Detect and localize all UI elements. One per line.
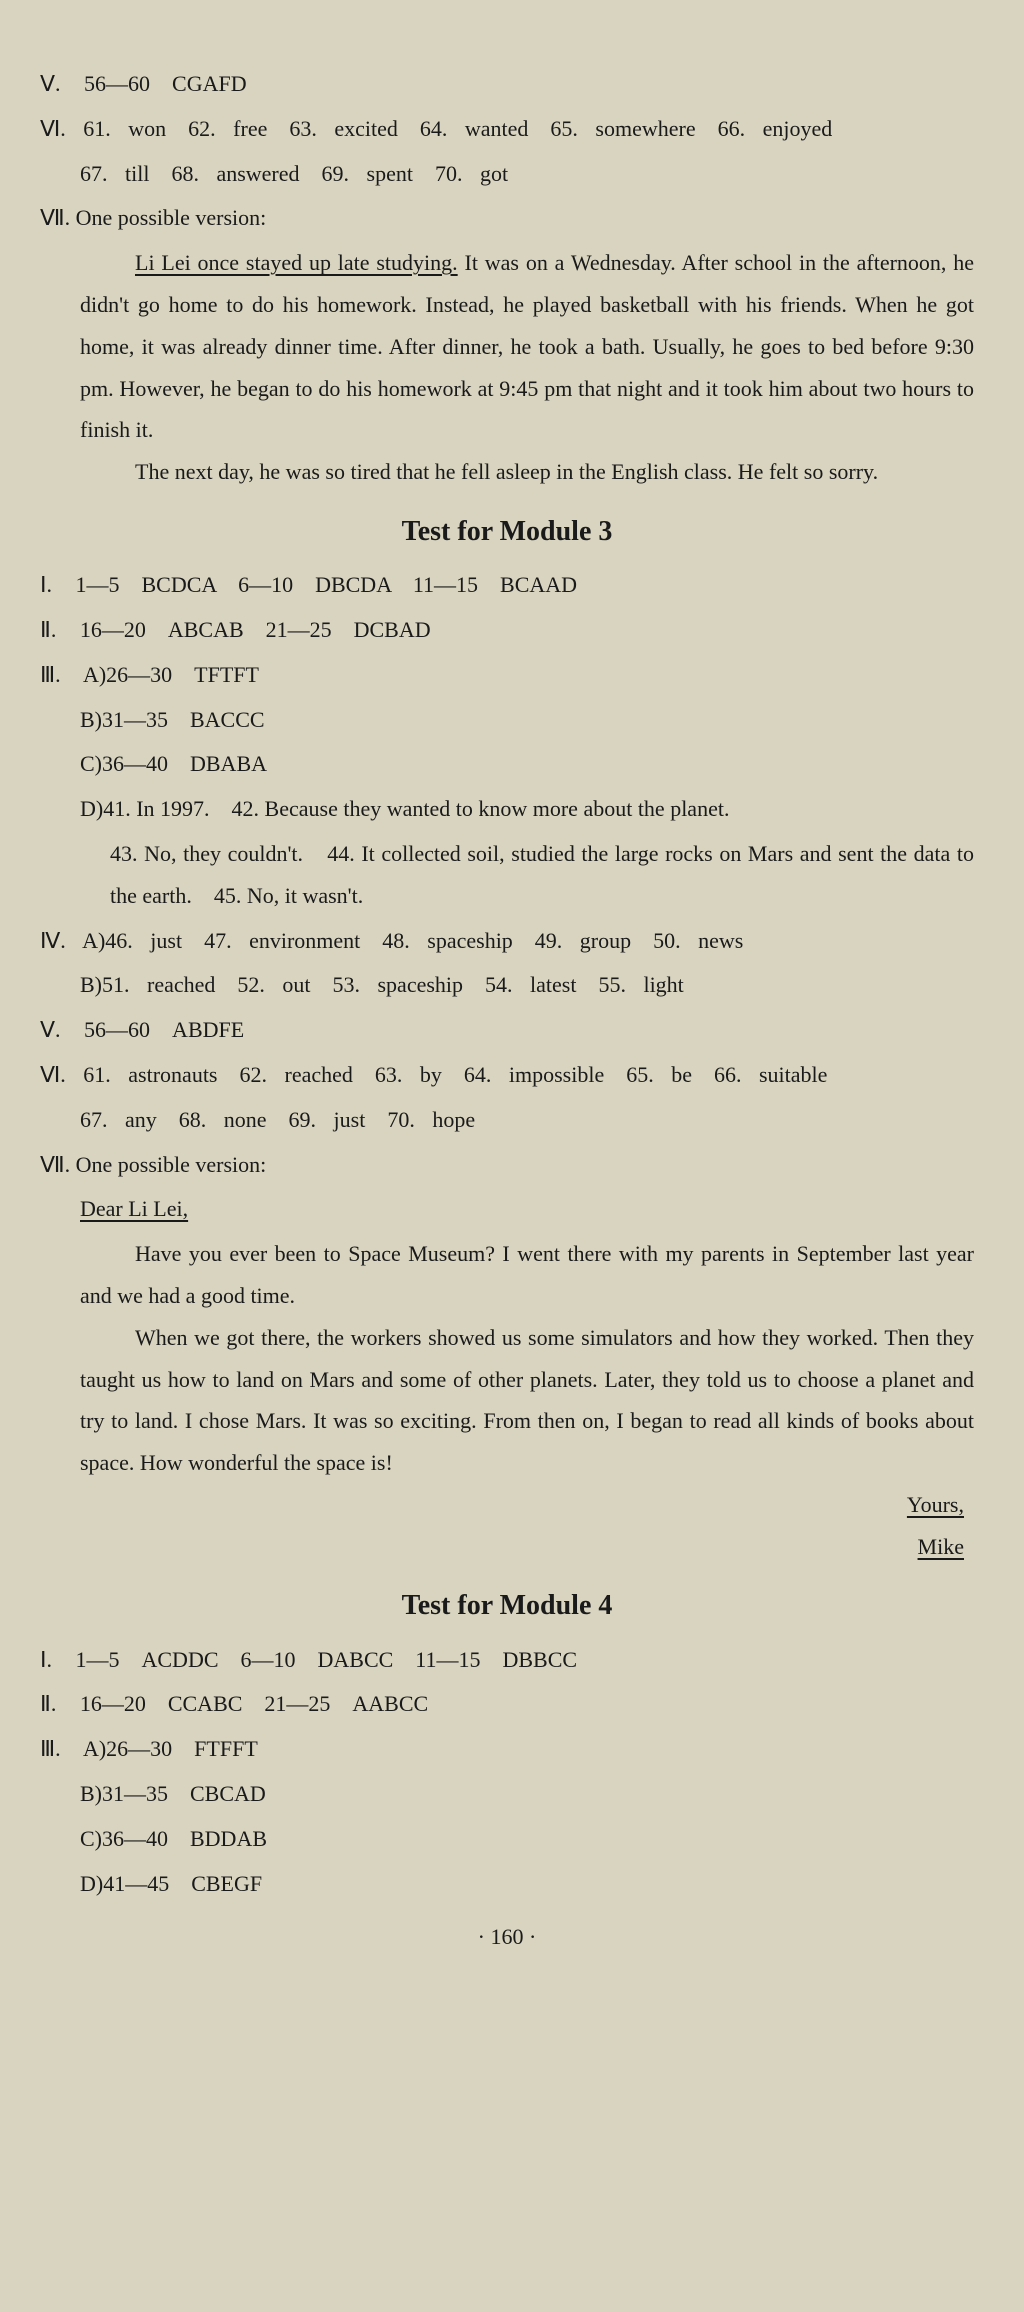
m3-yours: Yours, bbox=[907, 1492, 964, 1517]
m4-iii-b: B)31—35 CBCAD bbox=[40, 1773, 974, 1815]
m4-iii-c: C)36—40 BDDAB bbox=[40, 1818, 974, 1860]
m3-iv-b: B)51. reached 52. out 53. spaceship 54. … bbox=[40, 964, 974, 1006]
pre-section-vii-label: Ⅶ. One possible version: bbox=[40, 197, 974, 239]
pre-essay-underline: Li Lei once stayed up late studying. bbox=[135, 250, 458, 275]
m3-vi-2: 67. any 68. none 69. just 70. hope bbox=[40, 1099, 974, 1141]
pre-section-vi-2: 67. till 68. answered 69. spent 70. got bbox=[40, 153, 974, 195]
m3-v: Ⅴ. 56—60 ABDFE bbox=[40, 1009, 974, 1051]
pre-section-v: Ⅴ. 56—60 CGAFD bbox=[40, 63, 974, 105]
pre-essay-p1: Li Lei once stayed up late studying. It … bbox=[80, 242, 974, 451]
m3-essay-p2: When we got there, the workers showed us… bbox=[80, 1317, 974, 1484]
m3-essay-p1: Have you ever been to Space Museum? I we… bbox=[80, 1233, 974, 1317]
page-number: · 160 · bbox=[40, 1916, 974, 1958]
m3-iii-d2: 43. No, they couldn't. 44. It collected … bbox=[40, 833, 974, 917]
module3-heading: Test for Module 3 bbox=[40, 505, 974, 558]
pre-essay-rest: It was on a Wednesday. After school in t… bbox=[80, 250, 974, 442]
m3-iii-a: Ⅲ. A)26—30 TFTFT bbox=[40, 654, 974, 696]
m3-ii: Ⅱ. 16—20 ABCAB 21—25 DCBAD bbox=[40, 609, 974, 651]
m3-vi-1: Ⅵ. 61. astronauts 62. reached 63. by 64.… bbox=[40, 1054, 974, 1096]
m3-signature: Mike bbox=[918, 1534, 964, 1559]
m3-vii-label: Ⅶ. One possible version: bbox=[40, 1144, 974, 1186]
pre-essay-p2: The next day, he was so tired that he fe… bbox=[80, 451, 974, 493]
m3-salutation: Dear Li Lei, bbox=[80, 1196, 188, 1221]
m3-iii-b: B)31—35 BACCC bbox=[40, 699, 974, 741]
pre-section-vi-1: Ⅵ. 61. won 62. free 63. excited 64. want… bbox=[40, 108, 974, 150]
m3-iii-d1: D)41. In 1997. 42. Because they wanted t… bbox=[40, 788, 974, 830]
m4-iii-d: D)41—45 CBEGF bbox=[40, 1863, 974, 1905]
m4-ii: Ⅱ. 16—20 CCABC 21—25 AABCC bbox=[40, 1683, 974, 1725]
m3-i: Ⅰ. 1—5 BCDCA 6—10 DBCDA 11—15 BCAAD bbox=[40, 564, 974, 606]
m3-iv-a: Ⅳ. A)46. just 47. environment 48. spaces… bbox=[40, 920, 974, 962]
m4-i: Ⅰ. 1—5 ACDDC 6—10 DABCC 11—15 DBBCC bbox=[40, 1639, 974, 1681]
m4-iii-a: Ⅲ. A)26—30 FTFFT bbox=[40, 1728, 974, 1770]
module4-heading: Test for Module 4 bbox=[40, 1579, 974, 1632]
m3-iii-c: C)36—40 DBABA bbox=[40, 743, 974, 785]
